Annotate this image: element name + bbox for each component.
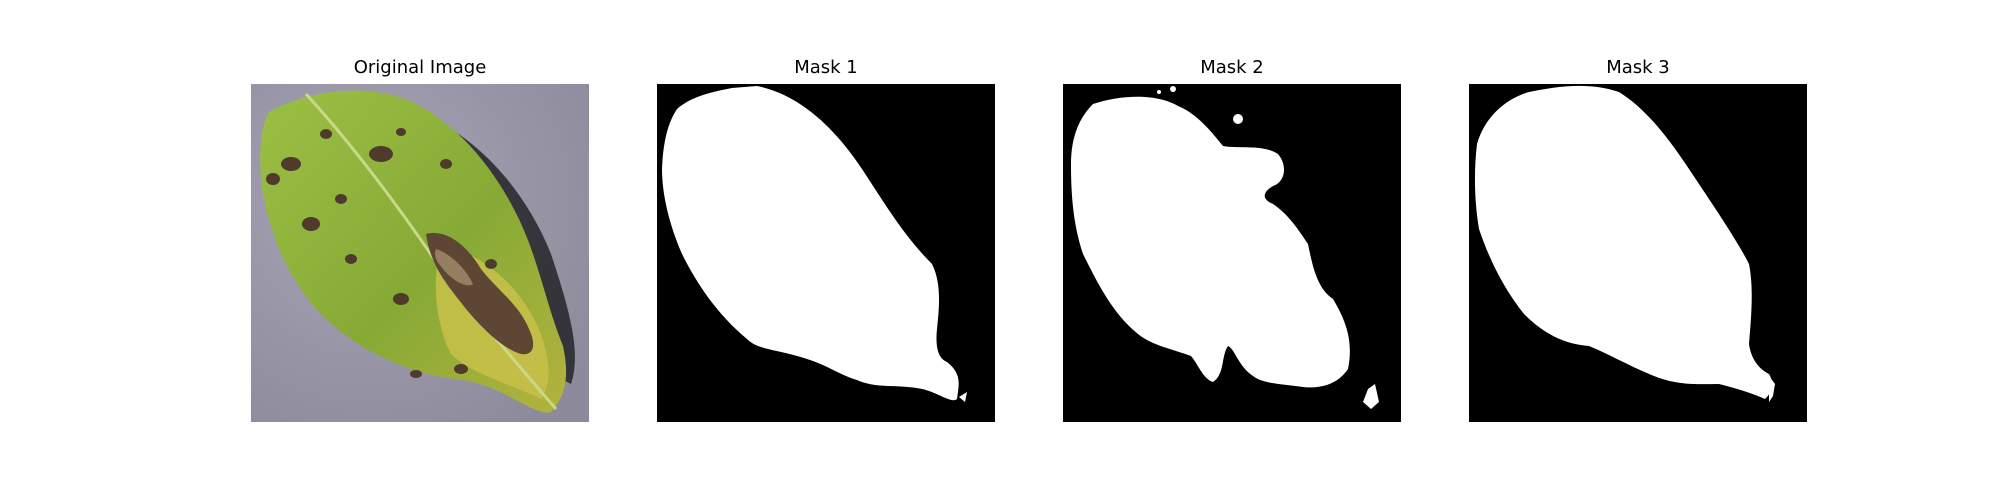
mask-2	[1063, 84, 1401, 422]
panel-title: Mask 3	[1606, 57, 1670, 78]
panel-original-image: Original Image	[251, 56, 589, 436]
mask-fragment	[1237, 344, 1251, 356]
mask-fragment	[1601, 343, 1607, 349]
panel-mask-2: Mask 2	[1063, 56, 1401, 436]
mask-fragment	[1769, 376, 1775, 402]
mask-fragment	[1170, 86, 1176, 92]
mask-fragment	[1157, 90, 1161, 94]
lesion-spots	[266, 128, 497, 378]
panel-title: Mask 1	[794, 57, 858, 78]
panel-title: Mask 2	[1200, 57, 1264, 78]
mask-foreground	[1071, 96, 1350, 388]
mask-speck	[959, 392, 967, 402]
panel-mask-3: Mask 3	[1469, 56, 1807, 436]
panel-mask-1: Mask 1	[657, 56, 995, 436]
leaf-photo	[251, 84, 589, 422]
original-image	[251, 84, 589, 422]
panel-title: Original Image	[353, 57, 487, 78]
lesion-highlight	[434, 249, 473, 286]
mask-3	[1469, 84, 1807, 422]
mask-fragment	[1233, 114, 1243, 124]
mask-foreground	[662, 86, 959, 401]
mask-1-image	[657, 84, 995, 422]
mask-fragment	[1363, 384, 1379, 409]
mask-2-image	[1063, 84, 1401, 422]
mask-1	[657, 84, 995, 422]
mask-3-image	[1469, 84, 1807, 422]
mask-foreground	[1474, 85, 1772, 399]
